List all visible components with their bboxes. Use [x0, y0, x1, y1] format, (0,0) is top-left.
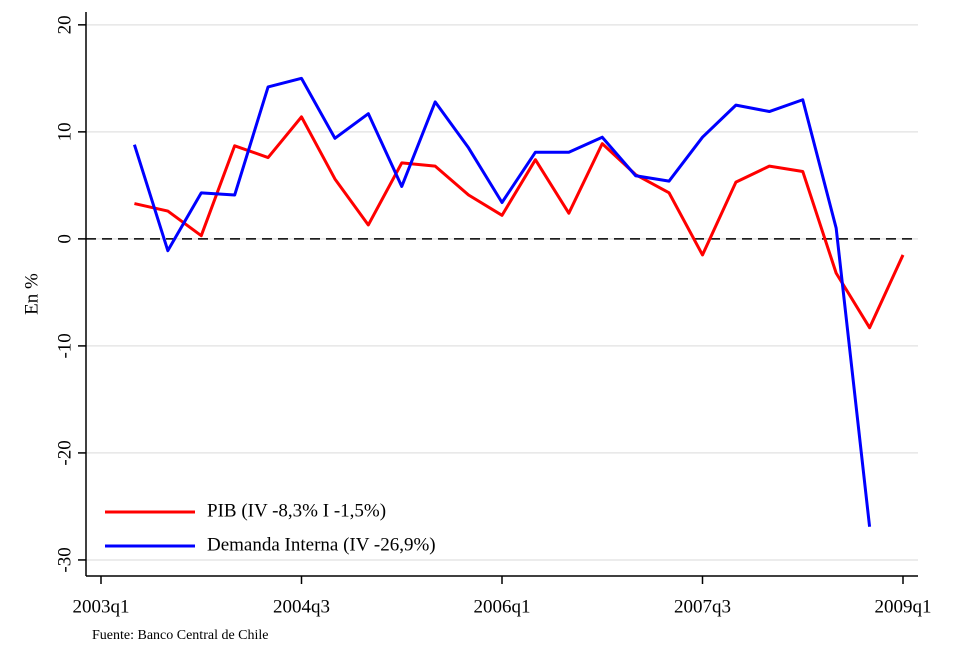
y-tick-label: -20 [54, 440, 75, 465]
y-tick-label: -30 [54, 547, 75, 572]
legend-label: PIB (IV -8,3% I -1,5%) [207, 500, 386, 521]
y-tick-label: -10 [54, 333, 75, 358]
series-line [134, 115, 905, 330]
x-tick-label: 2007q3 [674, 596, 731, 617]
y-axis-label: En % [21, 273, 42, 315]
x-tick-label: 2009q1 [875, 596, 932, 617]
y-tick-label: 10 [54, 122, 75, 141]
x-tick-label: 2004q3 [273, 596, 330, 617]
y-tick-label: 0 [54, 234, 75, 244]
legend-label: Demanda Interna (IV -26,9%) [207, 534, 436, 555]
x-tick-label: 2006q1 [474, 596, 531, 617]
source-note: Fuente: Banco Central de Chile [92, 628, 269, 643]
series-line [132, 76, 872, 527]
x-tick-label: 2003q1 [73, 596, 130, 617]
y-tick-label: 20 [54, 15, 75, 34]
